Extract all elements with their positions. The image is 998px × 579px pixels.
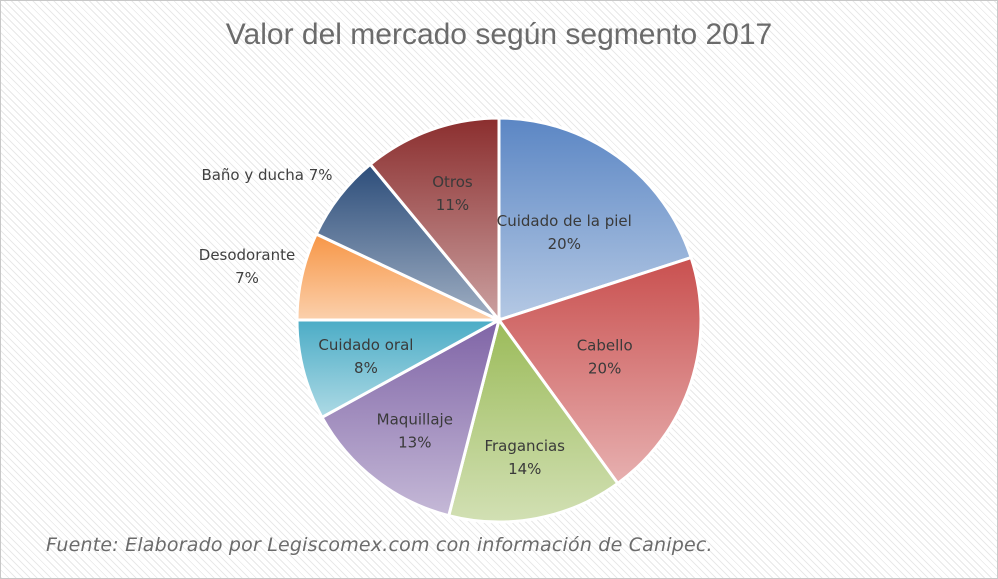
- slice-value-desodorante: 7%: [235, 269, 259, 287]
- slice-value-cuidado-de-la-piel: 20%: [548, 235, 581, 253]
- slice-value-cabello: 20%: [588, 359, 621, 377]
- slice-value-fragancias: 14%: [508, 460, 541, 478]
- slice-name-bano-y-ducha: Baño y ducha: [201, 166, 308, 184]
- slice-label-maquillaje: Maquillaje: [377, 411, 453, 429]
- chart-title: Valor del mercado según segmento 2017: [225, 18, 773, 51]
- pie-slice-cabello: [496, 255, 703, 486]
- slice-label-cuidado-oral: Cuidado oral: [318, 336, 413, 354]
- pie-slice-fragancias: [446, 316, 620, 524]
- pie-slice-maquillaje: [319, 317, 502, 518]
- slice-value-maquillaje: 13%: [398, 434, 431, 452]
- source-note: Fuente: Elaborado por Legiscomex.com con…: [46, 534, 713, 556]
- slice-value-bano-y-ducha: 7%: [309, 166, 333, 184]
- pie-slice-otros: [368, 116, 501, 325]
- slice-value-cuidado-oral: 8%: [354, 359, 378, 377]
- slice-label-desodorante: Desodorante: [199, 246, 295, 264]
- slice-label-cuidado-de-la-piel: Cuidado de la piel: [497, 212, 632, 230]
- slice-label-fragancias: Fragancias: [484, 437, 565, 455]
- pie-slice-cuidado-de-la-piel: [497, 116, 694, 323]
- slice-value-otros: 11%: [436, 196, 469, 214]
- slice-label-otros: Otros: [432, 173, 473, 191]
- slice-label-cabello: Cabello: [577, 336, 633, 354]
- slice-label-bano-y-ducha: Baño y ducha 7%: [201, 166, 332, 184]
- pie-slice-cuidado-oral: [295, 318, 500, 420]
